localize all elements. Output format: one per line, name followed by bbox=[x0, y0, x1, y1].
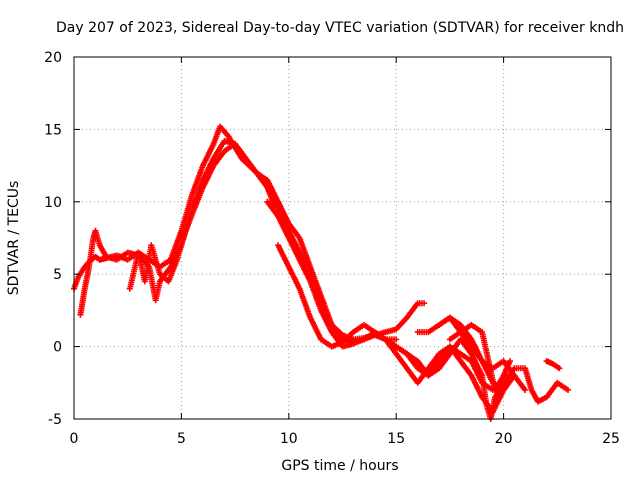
x-tick-label: 15 bbox=[387, 431, 405, 447]
grid-lines bbox=[74, 57, 611, 419]
y-tick-label: 20 bbox=[44, 50, 62, 66]
x-tick-label: 25 bbox=[602, 431, 620, 447]
marker-track bbox=[253, 169, 428, 346]
x-tick-label: 0 bbox=[70, 431, 79, 447]
y-tick-label: 10 bbox=[44, 195, 62, 211]
y-tick-label: 0 bbox=[53, 340, 62, 356]
chart-title: Day 207 of 2023, Sidereal Day-to-day VTE… bbox=[56, 20, 624, 36]
series-track-10 bbox=[446, 321, 513, 393]
data-points bbox=[71, 123, 571, 422]
x-axis-label: GPS time / hours bbox=[281, 458, 398, 474]
series-track-4 bbox=[253, 169, 428, 346]
plot-frame bbox=[73, 56, 612, 420]
series-track-3 bbox=[126, 140, 239, 292]
series-track-11 bbox=[543, 358, 563, 372]
marker-track bbox=[126, 140, 239, 292]
y-tick-label: -5 bbox=[48, 412, 62, 428]
x-tick-label: 5 bbox=[177, 431, 186, 447]
y-tick-label: 15 bbox=[44, 122, 62, 138]
marker-track bbox=[543, 358, 563, 372]
y-axis-label: SDTVAR / TECUs bbox=[6, 181, 22, 296]
x-tick-label: 10 bbox=[280, 431, 298, 447]
x-tick-label: 20 bbox=[495, 431, 513, 447]
y-tick-label: 5 bbox=[53, 267, 62, 283]
marker-track bbox=[71, 123, 400, 343]
axis-ticks: 0 5 10 15 20 25 -5 0 5 10 15 20 bbox=[44, 50, 620, 447]
series-track-1 bbox=[71, 123, 400, 343]
marker-track bbox=[446, 321, 513, 393]
